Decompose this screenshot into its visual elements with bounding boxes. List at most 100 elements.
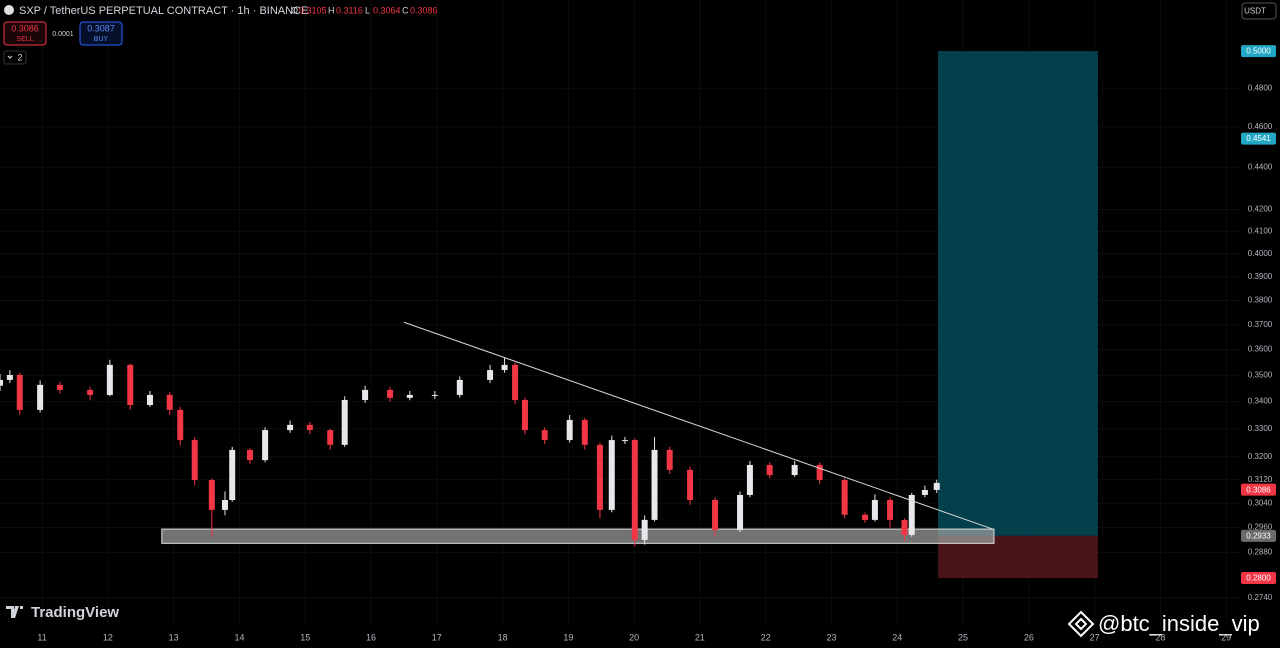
x-tick-label: 24 — [892, 632, 902, 642]
price-badge — [1241, 529, 1276, 542]
y-tick-label: 0.3300 — [1248, 424, 1273, 433]
candle-body — [512, 364, 519, 400]
ohlc-value: 0.3105 — [299, 5, 327, 15]
y-tick-label: 0.4000 — [1248, 249, 1273, 258]
logo-text: TradingView — [31, 604, 119, 621]
support-zone — [161, 528, 995, 544]
candle-body — [262, 430, 269, 461]
candle-body — [566, 419, 573, 441]
candle-body — [666, 449, 673, 470]
candle-body — [541, 430, 548, 441]
candle-body — [87, 389, 94, 395]
y-tick-label: 0.4400 — [1248, 162, 1273, 171]
y-tick-label: 0.4800 — [1248, 83, 1273, 92]
candle-body — [687, 469, 694, 501]
indicator-toggle[interactable] — [3, 50, 27, 65]
spread: 0.0001 — [52, 31, 74, 38]
y-tick-label: 0.3200 — [1248, 452, 1273, 461]
candle-body — [362, 389, 369, 400]
candle-body — [16, 374, 23, 410]
y-tick-label: 0.4200 — [1248, 205, 1273, 214]
candle-body — [712, 500, 719, 530]
sell-button[interactable] — [3, 21, 47, 46]
profit-zone — [938, 51, 1098, 536]
x-tick-label: 22 — [761, 632, 771, 642]
candle-body — [746, 464, 753, 495]
candle-body — [6, 374, 13, 380]
plot-area — [0, 0, 1240, 625]
price-badge-label: 0.3086 — [1246, 485, 1271, 494]
buy-price: 0.3087 — [87, 23, 115, 33]
y-tick-label: 0.3400 — [1248, 397, 1273, 406]
x-tick-label: 19 — [563, 632, 573, 642]
candle-body — [791, 464, 798, 476]
x-tick-label: 18 — [498, 632, 508, 642]
candle-body — [246, 449, 253, 461]
ohlc-key: H — [328, 5, 335, 15]
sell-price: 0.3086 — [11, 23, 39, 33]
symbol-icon — [4, 5, 14, 15]
x-tick-label: 27 — [1090, 632, 1100, 642]
candle-body — [487, 370, 494, 380]
candle-body — [56, 384, 63, 390]
price-badge — [1241, 572, 1276, 585]
y-tick-label: 0.2960 — [1248, 523, 1273, 532]
x-tick-label: 26 — [1024, 632, 1034, 642]
candle-body — [871, 500, 878, 520]
candle-body — [327, 430, 334, 445]
candle-body — [816, 464, 823, 480]
candle-body — [306, 424, 313, 431]
ohlc-value: 0.3086 — [410, 5, 438, 15]
candle-body — [631, 440, 638, 540]
y-tick-label: 0.3700 — [1248, 320, 1273, 329]
candle-body — [0, 379, 3, 386]
x-tick-label: 11 — [37, 632, 46, 642]
x-tick-label: 12 — [103, 632, 113, 642]
x-tick-label: 23 — [826, 632, 836, 642]
price-badge-label: 0.2800 — [1246, 574, 1271, 583]
x-tick-label: 21 — [695, 632, 705, 642]
x-tick-label: 16 — [366, 632, 376, 642]
candle-body — [841, 479, 848, 515]
chevron — [7, 55, 13, 59]
x-tick-label: 25 — [958, 632, 968, 642]
candle-body — [106, 364, 113, 395]
candle-body — [431, 394, 438, 396]
y-tick-label: 0.3800 — [1248, 296, 1273, 305]
logo-icon — [6, 606, 23, 618]
ohlc-value: 0.3116 — [336, 5, 363, 15]
ohlc-key: O — [291, 5, 298, 15]
y-tick-label: 0.3120 — [1248, 475, 1273, 484]
x-tick-label: 13 — [169, 632, 179, 642]
currency-select[interactable] — [1241, 2, 1277, 20]
ohlc-key: C — [402, 5, 409, 15]
x-tick-label: 28 — [1155, 632, 1165, 642]
currency: USDT — [1244, 7, 1266, 16]
sell-label: SELL — [16, 36, 33, 43]
candle-body — [651, 449, 658, 520]
y-tick-label: 0.3900 — [1248, 272, 1273, 281]
x-tick-label: 15 — [300, 632, 310, 642]
header: SXP / TetherUS PERPETUAL CONTRACT · 1h ·… — [3, 2, 1277, 65]
candle-body — [221, 500, 228, 510]
price-badge-label: 0.2933 — [1246, 531, 1271, 540]
y-tick-label: 0.4600 — [1248, 122, 1273, 131]
buy-button[interactable] — [79, 21, 123, 46]
candle-body — [737, 494, 744, 530]
ohlc: O 0.3105 H 0.3116 L 0.3064 C 0.3086 — [291, 5, 438, 15]
y-tick-label: 0.3500 — [1248, 370, 1273, 379]
candle-body — [146, 394, 153, 406]
candle-body — [456, 379, 463, 395]
candle-body — [908, 494, 915, 535]
candle-body — [229, 449, 236, 501]
candle-body — [766, 464, 773, 476]
price-badge — [1241, 483, 1276, 496]
price-badge-label: 0.5000 — [1246, 47, 1271, 56]
candle-body — [521, 399, 528, 431]
watermark: @btc_inside_vip — [1067, 610, 1260, 638]
candle-body — [641, 519, 648, 540]
y-tick-label: 0.4100 — [1248, 227, 1273, 236]
symbol-title[interactable]: SXP / TetherUS PERPETUAL CONTRACT · 1h ·… — [19, 5, 308, 17]
trendline — [403, 321, 993, 530]
